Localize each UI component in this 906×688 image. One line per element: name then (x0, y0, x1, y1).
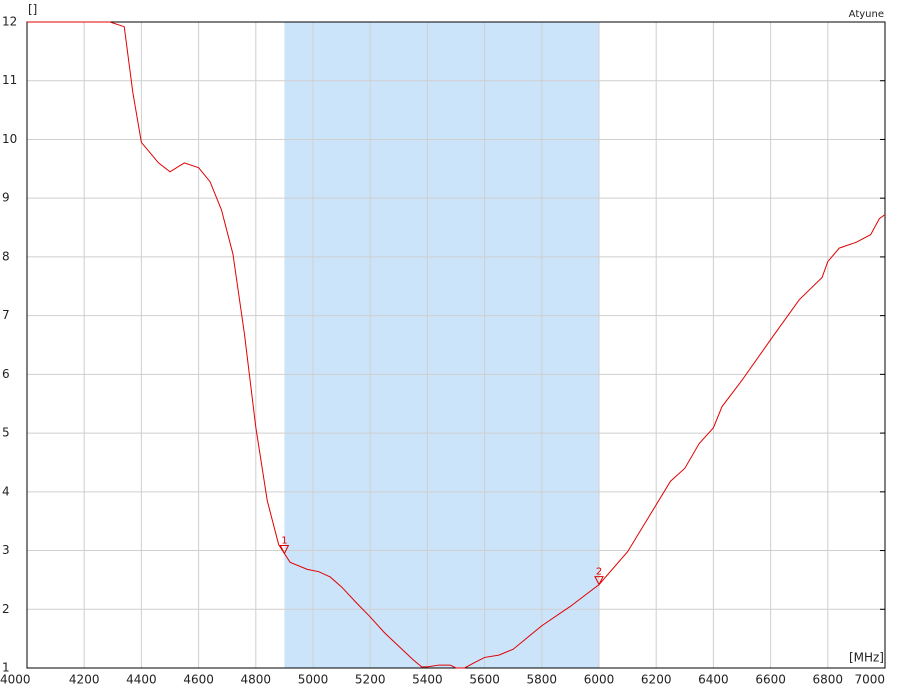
x-tick-label: 4200 (69, 673, 100, 687)
x-tick-label: 5200 (355, 673, 386, 687)
y-tick-label: 8 (2, 249, 10, 263)
y-tick-label: 11 (2, 73, 17, 87)
x-tick-label: 4400 (126, 673, 157, 687)
y-tick-label: 10 (2, 132, 17, 146)
x-tick-label: 6400 (698, 673, 729, 687)
x-tick-label: 6000 (584, 673, 615, 687)
marker-label: 1 (281, 535, 287, 546)
marker-label: 2 (596, 567, 602, 578)
y-tick-label: 9 (2, 191, 10, 205)
y-unit-label: [] (28, 3, 37, 17)
x-tick-label: 6800 (813, 673, 844, 687)
legend-entry: Atyune (849, 9, 884, 20)
y-tick-label: 3 (2, 543, 10, 557)
marker (594, 576, 604, 586)
x-unit-label: [MHz] (849, 651, 884, 665)
x-tick-label: 6200 (641, 673, 672, 687)
y-tick-label: 1 (2, 661, 10, 675)
x-tick-label: 4000 (0, 673, 31, 687)
x-tick-label: 5400 (412, 673, 443, 687)
data-line (27, 21, 886, 669)
x-tick-label: 4600 (183, 673, 214, 687)
y-tick-label: 6 (2, 367, 10, 381)
x-tick-label: 6600 (755, 673, 786, 687)
x-tick-label: 4800 (241, 673, 272, 687)
x-tick-label: 5600 (469, 673, 500, 687)
x-tick-label: 5000 (298, 673, 329, 687)
y-tick-label: 2 (2, 602, 10, 616)
x-tick-label: 5800 (527, 673, 558, 687)
y-tick-label: 5 (2, 426, 10, 440)
y-tick-label: 4 (2, 484, 10, 498)
marker (279, 544, 290, 555)
x-tick-label: 7000 (854, 673, 885, 687)
highlight-band (284, 22, 599, 668)
y-tick-label: 7 (2, 308, 10, 322)
y-tick-label: 12 (2, 15, 17, 29)
